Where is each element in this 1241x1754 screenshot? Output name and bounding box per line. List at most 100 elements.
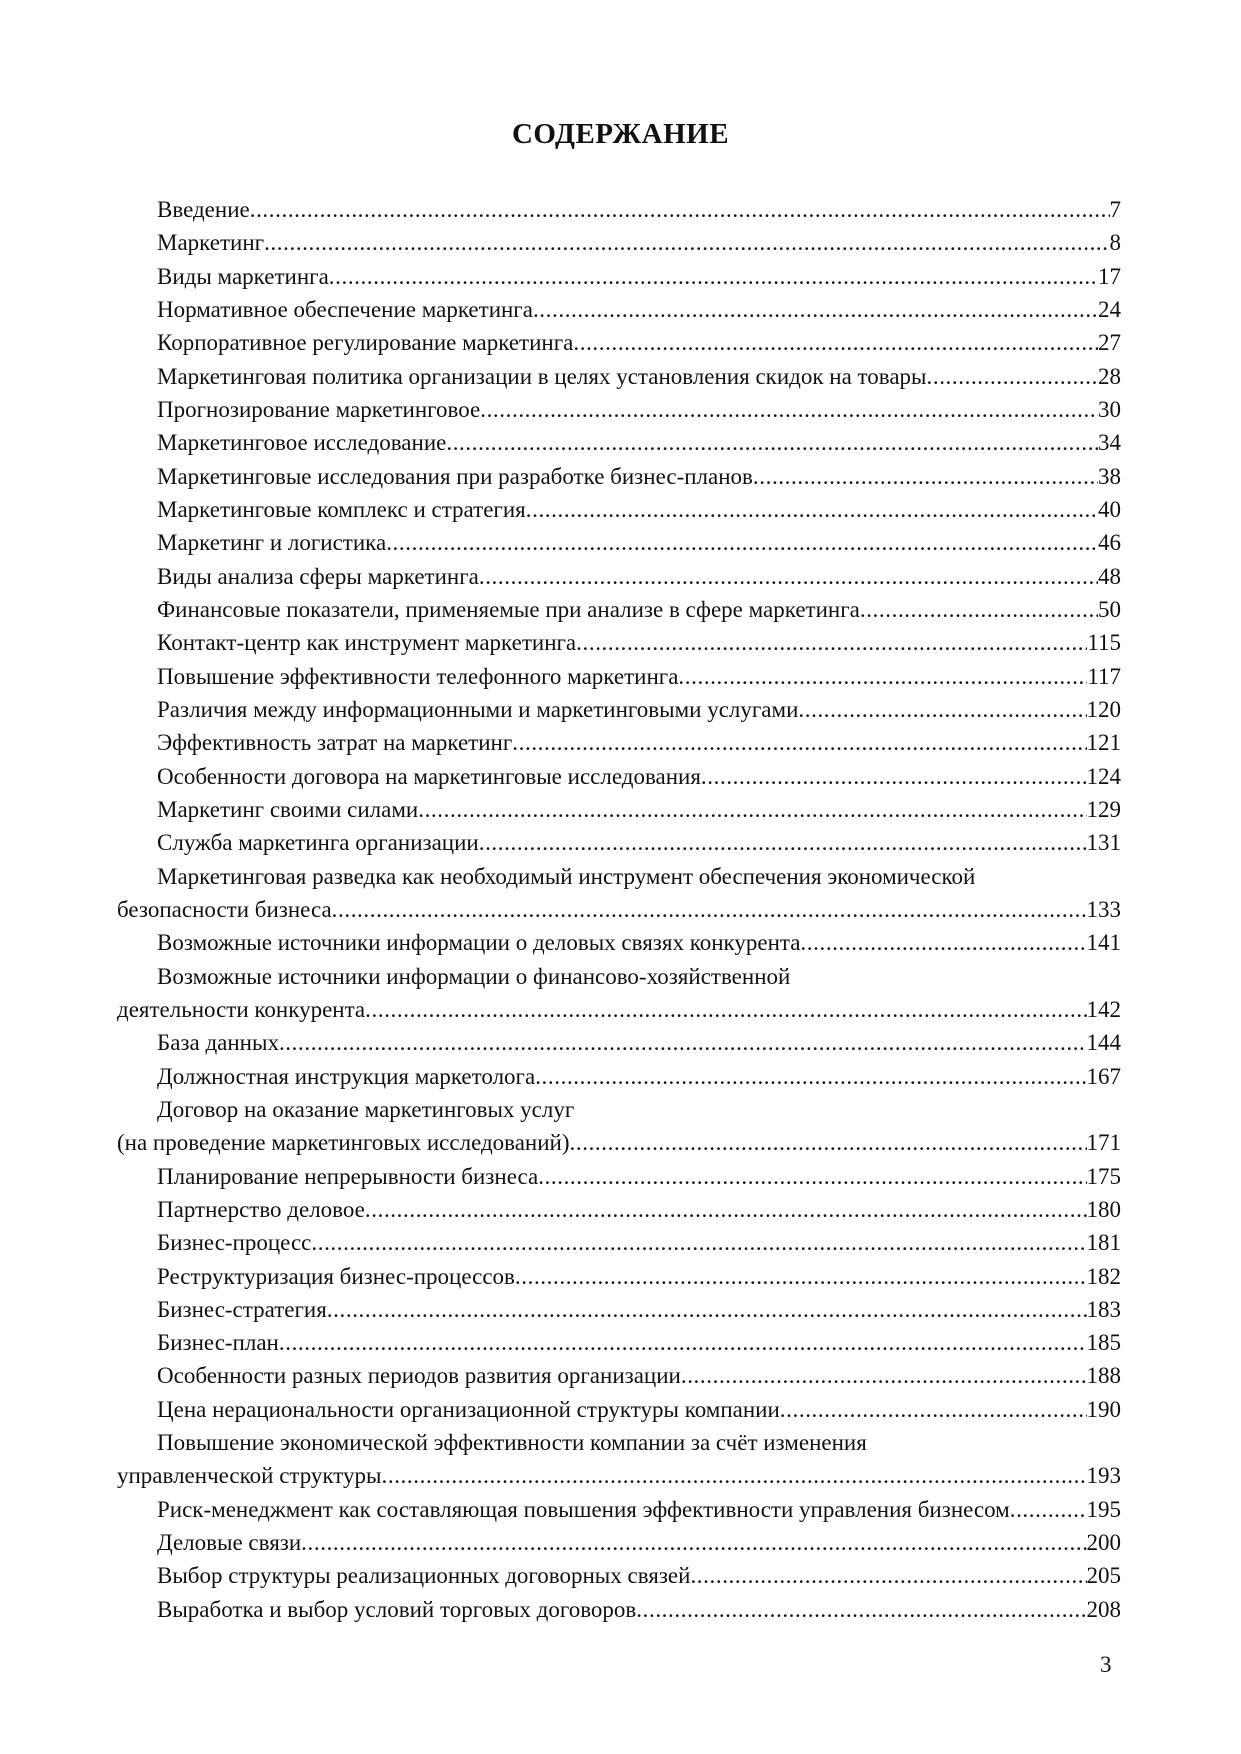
toc-entry-title: Маркетинг своими силами <box>157 796 419 822</box>
toc-entry-page: 131 <box>1086 830 1122 856</box>
toc-entry-page: 8 <box>1109 230 1122 256</box>
toc-entry-page: 141 <box>1086 930 1122 956</box>
toc-entry[interactable]: Реструктуризация бизнес-процессов 182 <box>117 1260 1121 1293</box>
dot-leader <box>365 993 1086 1026</box>
toc-entry[interactable]: Выработка и выбор условий торговых догов… <box>117 1593 1121 1626</box>
toc-entry[interactable]: Эффективность затрат на маркетинг 121 <box>117 726 1121 759</box>
toc-entry[interactable]: Различия между информационными и маркети… <box>117 693 1121 726</box>
toc-entry-line: деятельности конкурента 142 <box>117 993 1121 1026</box>
toc-entry-line: Повышение эффективности телефонного марк… <box>117 660 1121 693</box>
toc-entry-page: 142 <box>1086 996 1122 1022</box>
toc-entry-page: 193 <box>1086 1463 1122 1489</box>
toc-entry-line: Виды маркетинга 17 <box>117 260 1121 293</box>
toc-entry[interactable]: Бизнес-стратегия 183 <box>117 1293 1121 1326</box>
toc-entry-title: Маркетинговая разведка как необходимый и… <box>157 863 976 889</box>
toc-entry[interactable]: База данных 144 <box>117 1026 1121 1059</box>
toc-entry-page: 200 <box>1086 1530 1122 1556</box>
toc-entry-line: Маркетинговое исследование 34 <box>117 426 1121 459</box>
toc-entry-title: Введение <box>157 197 250 222</box>
toc-entry-line: Цена нерациональности организационной ст… <box>117 1393 1121 1426</box>
dot-leader <box>701 760 1087 793</box>
toc-entry[interactable]: Выбор структуры реализационных договорны… <box>117 1559 1121 1592</box>
toc-entry[interactable]: Планирование непрерывности бизнеса 175 <box>117 1160 1121 1193</box>
dot-leader <box>533 293 1098 326</box>
dot-leader <box>332 893 1087 926</box>
toc-entry[interactable]: Виды анализа сферы маркетинга 48 <box>117 560 1121 593</box>
dot-leader <box>264 226 1109 259</box>
toc-entry[interactable]: Виды маркетинга 17 <box>117 260 1121 293</box>
toc-entry[interactable]: Возможные источники информации о финансо… <box>117 960 1121 1027</box>
toc-entry-line: Реструктуризация бизнес-процессов 182 <box>117 1260 1121 1293</box>
toc-entry-line: Должностная инструкция маркетолога 167 <box>117 1060 1121 1093</box>
toc-entry[interactable]: Нормативное обеспечение маркетинга 24 <box>117 293 1121 326</box>
toc-entry-title: Возможные источники информации о финансо… <box>157 963 791 989</box>
toc-entry-page: 171 <box>1086 1130 1122 1156</box>
toc-entry-title: безопасности бизнеса <box>117 896 332 922</box>
toc-entry-page: 34 <box>1098 430 1121 456</box>
toc-entry-line: Нормативное обеспечение маркетинга 24 <box>117 293 1121 326</box>
toc-entry-title: База данных <box>157 1030 279 1056</box>
toc-entry-line: управленческой структуры 193 <box>117 1459 1121 1492</box>
toc-entry[interactable]: Маркетинговое исследование 34 <box>117 426 1121 459</box>
toc-entry-page: 190 <box>1086 1396 1122 1422</box>
toc-entry[interactable]: Риск-менеджмент как составляющая повышен… <box>117 1493 1121 1526</box>
toc-entry[interactable]: Возможные источники информации о деловых… <box>117 926 1121 959</box>
toc-entry[interactable]: Бизнес-план 185 <box>117 1326 1121 1359</box>
toc-entry[interactable]: Маркетинг и логистика 46 <box>117 526 1121 559</box>
toc-entry[interactable]: Договор на оказание маркетинговых услуг (… <box>117 1093 1121 1160</box>
dot-leader <box>515 1260 1087 1293</box>
toc-entry-page: 115 <box>1087 630 1121 656</box>
toc-entry[interactable]: Повышение экономической эффективности ко… <box>117 1426 1121 1493</box>
toc-entry[interactable]: Должностная инструкция маркетолога 167 <box>117 1060 1121 1093</box>
page-title: СОДЕРЖАНИЕ <box>511 118 730 150</box>
toc-entry[interactable]: Партнерство деловое 180 <box>117 1193 1121 1226</box>
toc-entry[interactable]: Повышение эффективности телефонного марк… <box>117 660 1121 693</box>
dot-leader <box>311 1226 1086 1259</box>
dot-leader <box>365 1193 1087 1226</box>
toc-entry-page: 120 <box>1086 696 1122 722</box>
toc-entry-line: безопасности бизнеса 133 <box>117 893 1121 926</box>
toc-entry-line: Корпоративное регулирование маркетинга 2… <box>117 326 1121 359</box>
toc-entry-title: Маркетинговое исследование <box>157 430 447 456</box>
toc-entry-line: Договор на оказание маркетинговых услуг <box>117 1093 1121 1126</box>
toc-entry[interactable]: Контакт-центр как инструмент маркетинга … <box>117 626 1121 659</box>
toc-entry-line: Маркетинг своими силами 129 <box>117 793 1121 826</box>
toc-entry[interactable]: Особенности разных периодов развития орг… <box>117 1359 1121 1392</box>
toc-entry-line: Выбор структуры реализационных договорны… <box>117 1559 1121 1592</box>
toc-entry[interactable]: Деловые связи 200 <box>117 1526 1121 1559</box>
dot-leader <box>798 693 1086 726</box>
dot-leader <box>250 193 1110 226</box>
toc-entry[interactable]: Корпоративное регулирование маркетинга 2… <box>117 326 1121 359</box>
toc-entry-page: 183 <box>1086 1296 1122 1322</box>
toc-entry-page: 188 <box>1086 1363 1122 1389</box>
toc-entry-line: Маркетинговая политика организации в цел… <box>117 360 1121 393</box>
toc-entry[interactable]: Введение 7 <box>117 193 1121 226</box>
toc-entry-line: (на проведение маркетинговых исследовани… <box>117 1126 1121 1159</box>
toc-entry[interactable]: Особенности договора на маркетинговые ис… <box>117 760 1121 793</box>
toc-entry[interactable]: Маркетинговая разведка как необходимый и… <box>117 860 1121 927</box>
toc-entry-line: Особенности договора на маркетинговые ис… <box>117 760 1121 793</box>
toc-entry[interactable]: Прогнозирование маркетинговое 30 <box>117 393 1121 426</box>
toc-entry-page: 124 <box>1086 763 1122 789</box>
dot-leader <box>327 1293 1087 1326</box>
toc-entry-title: Договор на оказание маркетинговых услуг <box>157 1096 575 1122</box>
page-number: 3 <box>1100 1652 1112 1677</box>
dot-leader <box>479 826 1087 859</box>
toc-entry[interactable]: Маркетинговые исследования при разработк… <box>117 460 1121 493</box>
toc-entry-title: Бизнес-план <box>157 1330 279 1356</box>
toc-entry-page: 133 <box>1086 896 1122 922</box>
dot-leader <box>279 1326 1087 1359</box>
toc-entry[interactable]: Маркетинг 8 <box>117 226 1121 259</box>
toc-entry-page: 195 <box>1086 1496 1122 1522</box>
toc-entry[interactable]: Финансовые показатели, применяемые при а… <box>117 593 1121 626</box>
toc-entry[interactable]: Бизнес-процесс 181 <box>117 1226 1121 1259</box>
toc-entry[interactable]: Цена нерациональности организационной ст… <box>117 1393 1121 1426</box>
toc-entry-title: Корпоративное регулирование маркетинга <box>157 330 574 356</box>
toc-entry[interactable]: Маркетинговая политика организации в цел… <box>117 360 1121 393</box>
toc-entry[interactable]: Маркетинговые комплекс и стратегия 40 <box>117 493 1121 526</box>
toc-entry-page: 181 <box>1086 1230 1122 1256</box>
toc-entry[interactable]: Служба маркетинга организации 131 <box>117 826 1121 859</box>
toc-entry-title: Выработка и выбор условий торговых догов… <box>157 1596 637 1622</box>
toc-entry-page: 40 <box>1098 496 1121 522</box>
toc-entry[interactable]: Маркетинг своими силами 129 <box>117 793 1121 826</box>
